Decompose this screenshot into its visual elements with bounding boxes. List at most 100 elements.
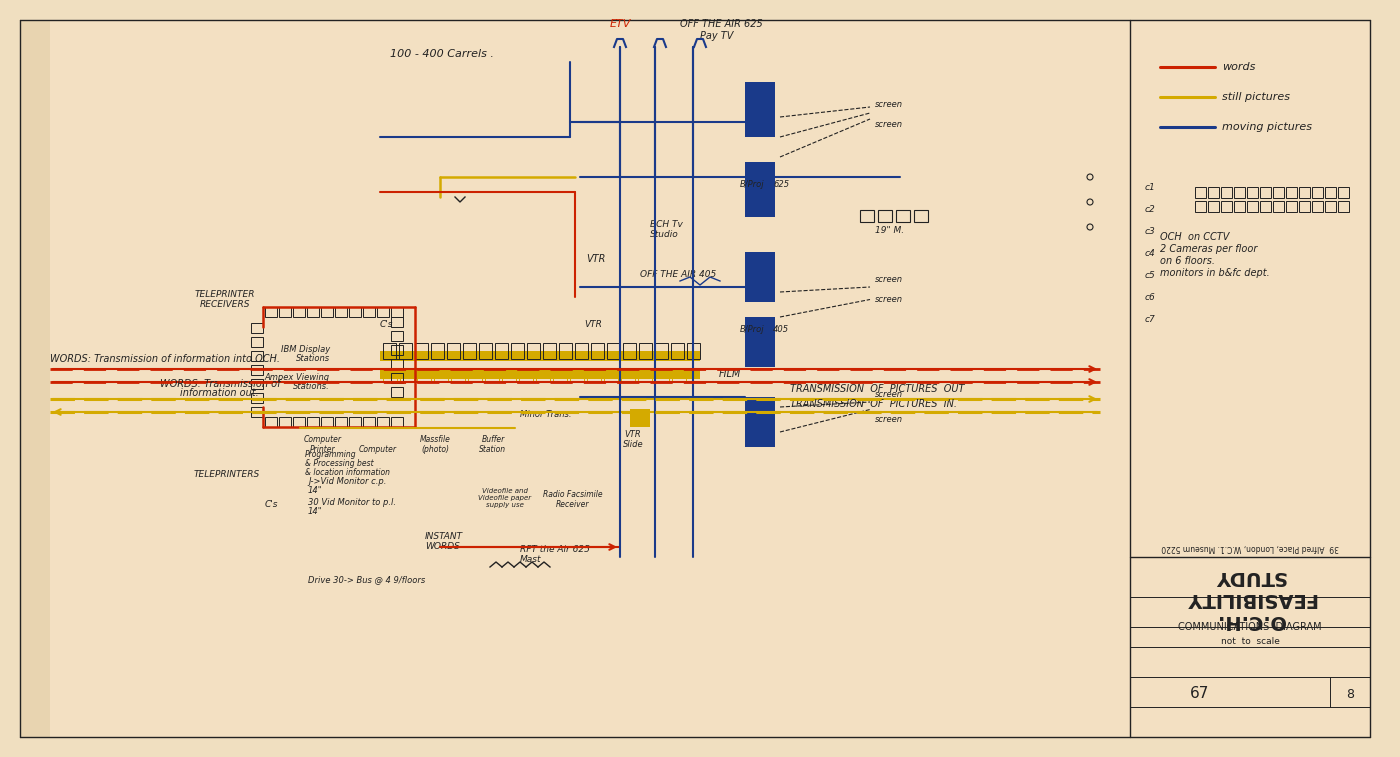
Bar bbox=[1324, 201, 1336, 212]
Text: RFT the Air 625
Mast: RFT the Air 625 Mast bbox=[519, 544, 589, 564]
Bar bbox=[655, 343, 668, 359]
Bar bbox=[1247, 201, 1259, 212]
Bar bbox=[307, 307, 319, 317]
Text: J->Vid Monitor c.p.: J->Vid Monitor c.p. bbox=[308, 477, 386, 486]
Bar bbox=[687, 343, 700, 359]
Text: B/Proj: B/Proj bbox=[741, 325, 764, 334]
Bar bbox=[265, 417, 277, 427]
Bar bbox=[638, 372, 652, 382]
Bar bbox=[1312, 187, 1323, 198]
Bar bbox=[1221, 201, 1232, 212]
Bar bbox=[479, 343, 491, 359]
Text: TELEPRINTERS: TELEPRINTERS bbox=[193, 470, 260, 479]
Bar bbox=[391, 373, 403, 383]
Bar bbox=[503, 372, 517, 382]
Bar bbox=[603, 372, 617, 382]
Bar bbox=[1208, 201, 1219, 212]
Bar bbox=[279, 417, 291, 427]
Text: 67: 67 bbox=[1190, 687, 1210, 702]
Bar bbox=[384, 372, 398, 382]
Bar bbox=[570, 372, 584, 382]
Bar bbox=[1338, 201, 1350, 212]
Bar bbox=[745, 252, 776, 302]
Bar bbox=[496, 343, 508, 359]
Bar bbox=[391, 317, 403, 327]
Text: Pay TV: Pay TV bbox=[700, 31, 734, 41]
Text: Stations.: Stations. bbox=[293, 382, 330, 391]
Bar bbox=[265, 473, 283, 487]
Text: Studio: Studio bbox=[650, 230, 679, 239]
Bar bbox=[391, 359, 403, 369]
Bar bbox=[265, 307, 277, 317]
Bar bbox=[449, 194, 470, 212]
Text: 405: 405 bbox=[773, 325, 790, 334]
Bar bbox=[484, 372, 498, 382]
Bar bbox=[630, 409, 650, 427]
Text: BCH Tv: BCH Tv bbox=[650, 220, 683, 229]
Bar bbox=[745, 397, 776, 447]
Bar bbox=[300, 507, 440, 572]
Bar bbox=[672, 372, 686, 382]
Bar bbox=[559, 343, 573, 359]
Text: INSTANT: INSTANT bbox=[426, 532, 463, 541]
Bar bbox=[379, 351, 700, 361]
Bar bbox=[1208, 187, 1219, 198]
Text: screen: screen bbox=[875, 390, 903, 399]
Bar bbox=[363, 307, 375, 317]
Bar bbox=[1196, 201, 1205, 212]
Bar bbox=[335, 417, 347, 427]
Text: 2 Cameras per floor: 2 Cameras per floor bbox=[1161, 244, 1257, 254]
Text: c4: c4 bbox=[1145, 248, 1156, 257]
Text: C's: C's bbox=[265, 500, 279, 509]
Text: OFF THE AIR 625: OFF THE AIR 625 bbox=[680, 19, 763, 29]
Text: c2: c2 bbox=[1145, 204, 1156, 213]
Text: 100 - 400 Carrels .: 100 - 400 Carrels . bbox=[391, 49, 494, 59]
Text: FILM: FILM bbox=[718, 369, 741, 379]
Bar bbox=[623, 343, 636, 359]
Bar bbox=[896, 210, 910, 222]
Text: moving pictures: moving pictures bbox=[1222, 122, 1312, 132]
Text: screen: screen bbox=[875, 100, 903, 109]
Text: 39  Alfred Place, London, W.C.1. Museum 5220: 39 Alfred Place, London, W.C.1. Museum 5… bbox=[1161, 543, 1338, 552]
Text: still pictures: still pictures bbox=[1222, 92, 1289, 102]
Text: VTR: VTR bbox=[624, 430, 641, 439]
Bar bbox=[377, 307, 389, 317]
Bar bbox=[377, 417, 389, 427]
Bar bbox=[251, 365, 263, 375]
Text: O.C.H.
FEASIBILITY
STUDY: O.C.H. FEASIBILITY STUDY bbox=[1184, 567, 1316, 630]
Bar bbox=[251, 351, 263, 361]
Bar bbox=[391, 331, 403, 341]
Text: & Processing best: & Processing best bbox=[305, 459, 374, 468]
Bar bbox=[1233, 187, 1245, 198]
Bar bbox=[279, 307, 291, 317]
Bar bbox=[414, 343, 428, 359]
Bar bbox=[391, 345, 403, 355]
Text: on 6 floors.: on 6 floors. bbox=[1161, 256, 1215, 266]
Text: FILM: FILM bbox=[749, 259, 771, 269]
Text: C's: C's bbox=[379, 320, 393, 329]
Bar bbox=[511, 343, 524, 359]
Bar bbox=[251, 407, 263, 417]
Bar bbox=[1247, 187, 1259, 198]
Text: WORDS: Transmission of information into OCH.: WORDS: Transmission of information into … bbox=[50, 354, 280, 364]
Bar bbox=[470, 409, 515, 447]
Text: Videofile and
Videofile paper
supply use: Videofile and Videofile paper supply use bbox=[479, 488, 532, 508]
Bar bbox=[400, 372, 414, 382]
Bar bbox=[251, 379, 263, 389]
Text: c5: c5 bbox=[1145, 270, 1156, 279]
Text: c7: c7 bbox=[1145, 314, 1156, 323]
Text: ETV: ETV bbox=[609, 19, 630, 29]
Text: VTR: VTR bbox=[587, 254, 606, 264]
Bar bbox=[321, 417, 333, 427]
Text: c1: c1 bbox=[1145, 182, 1156, 192]
Bar bbox=[451, 372, 465, 382]
Text: FILM: FILM bbox=[749, 91, 771, 101]
Text: Buffer
Station: Buffer Station bbox=[479, 435, 507, 454]
Bar bbox=[287, 473, 305, 487]
Bar bbox=[1260, 187, 1271, 198]
Bar bbox=[434, 372, 448, 382]
Bar bbox=[20, 20, 50, 737]
Bar bbox=[1299, 187, 1310, 198]
Text: information out.: information out. bbox=[181, 388, 259, 398]
Bar bbox=[468, 372, 482, 382]
